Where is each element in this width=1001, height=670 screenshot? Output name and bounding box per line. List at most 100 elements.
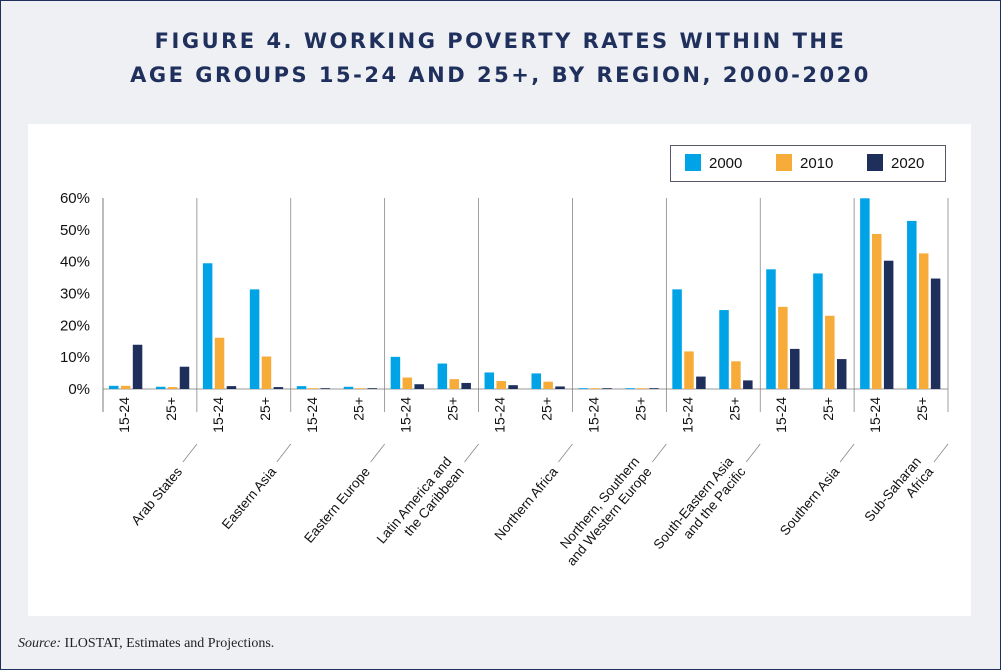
legend-swatch-2010 <box>776 154 792 171</box>
legend-swatch-2000 <box>685 154 701 171</box>
age-group-label: 25+ <box>820 397 836 421</box>
age-group-label: 25+ <box>539 397 555 421</box>
bar <box>872 233 882 389</box>
age-group-label: 25+ <box>914 397 930 421</box>
bar <box>836 359 847 389</box>
age-group-label: 15-24 <box>867 397 883 433</box>
bar <box>930 278 941 389</box>
age-group-label: 15-24 <box>116 397 132 433</box>
bar <box>390 356 401 389</box>
chart-legend: 2000 2010 2020 <box>670 145 946 182</box>
bar <box>496 381 506 389</box>
region-leader-line <box>839 443 855 463</box>
age-group-label: 25+ <box>632 397 648 421</box>
source-note: Source: ILOSTAT, Estimates and Projectio… <box>18 636 274 652</box>
region-leader-line <box>182 443 198 463</box>
region-label: Eastern Asia <box>219 464 280 532</box>
region-leader-line <box>652 443 667 463</box>
age-group-label: 25+ <box>726 397 742 421</box>
bar <box>296 386 307 389</box>
bar <box>590 388 600 389</box>
region-label: Northern Africa <box>491 464 561 543</box>
age-group-label: 15-24 <box>679 397 695 433</box>
bar <box>155 386 166 389</box>
region-label: Arab States <box>128 464 185 528</box>
age-group-label: 15-24 <box>492 397 508 433</box>
y-tick-label: 20% <box>60 317 90 334</box>
legend-item-2000: 2000 <box>685 154 742 172</box>
bar <box>531 373 541 389</box>
bar <box>367 388 378 389</box>
region-leader-line <box>370 443 385 463</box>
bar <box>355 388 366 389</box>
bar <box>555 386 565 389</box>
bar <box>918 253 929 389</box>
region-leader-line <box>464 443 479 463</box>
y-tick-label: 50% <box>60 222 90 239</box>
bar <box>308 388 319 389</box>
bar <box>625 388 635 389</box>
source-text: ILOSTAT, Estimates and Projections. <box>61 636 275 651</box>
bar <box>813 273 823 389</box>
bar <box>179 366 190 389</box>
bar <box>120 385 131 389</box>
age-group-label: 25+ <box>445 397 461 421</box>
region-label: Southern Asia <box>777 464 843 538</box>
bar <box>449 379 460 389</box>
bar <box>637 388 647 389</box>
y-tick-label: 40% <box>60 254 90 271</box>
source-label: Source: <box>18 636 62 651</box>
bar <box>684 351 694 389</box>
age-group-label: 15-24 <box>210 397 226 433</box>
region-leader-line <box>558 443 573 463</box>
y-tick-label: 30% <box>60 286 90 303</box>
age-group-label: 15-24 <box>585 397 601 433</box>
region-label: Eastern Europe <box>301 464 373 546</box>
bar <box>696 376 706 389</box>
region-label-line: Northern Africa <box>491 464 561 543</box>
bar <box>320 388 331 389</box>
bar <box>731 361 741 389</box>
bar <box>202 263 213 389</box>
bar <box>261 356 272 389</box>
region-label-line: Arab States <box>128 464 185 528</box>
legend-item-2010: 2010 <box>776 154 833 172</box>
bar <box>343 386 354 389</box>
bar <box>602 388 612 389</box>
age-group-label: 15-24 <box>773 397 789 433</box>
bar <box>249 289 260 389</box>
bar <box>743 380 753 389</box>
region-leader-line <box>276 443 292 463</box>
age-group-label: 15-24 <box>398 397 414 433</box>
bar <box>484 372 495 389</box>
age-group-label: 15-24 <box>304 397 320 433</box>
bar <box>672 289 682 389</box>
bar <box>273 387 284 389</box>
bar <box>578 388 588 389</box>
region-label: Northern, Southernand Western Europe <box>551 454 654 569</box>
bar <box>437 363 448 389</box>
bar <box>766 269 776 389</box>
figure-title: FIGURE 4. WORKING POVERTY RATES WITHIN T… <box>0 24 1001 92</box>
age-group-label: 25+ <box>257 397 273 421</box>
bar <box>825 315 835 389</box>
bar <box>167 387 178 389</box>
bar <box>132 344 143 389</box>
bar <box>543 381 553 389</box>
bar <box>790 348 800 389</box>
bar <box>860 198 870 389</box>
region-leader-line <box>745 443 761 463</box>
y-tick-label: 0% <box>68 381 90 398</box>
bar <box>778 306 788 389</box>
bar <box>414 384 424 389</box>
bar <box>226 386 237 389</box>
age-group-label: 25+ <box>351 397 367 421</box>
legend-label-2000: 2000 <box>709 155 743 172</box>
bar <box>719 310 729 389</box>
legend-item-2020: 2020 <box>867 154 924 172</box>
region-label-line: Eastern Asia <box>219 464 280 532</box>
bar <box>907 220 917 389</box>
region-leader-line <box>933 443 949 463</box>
bar <box>214 337 225 389</box>
